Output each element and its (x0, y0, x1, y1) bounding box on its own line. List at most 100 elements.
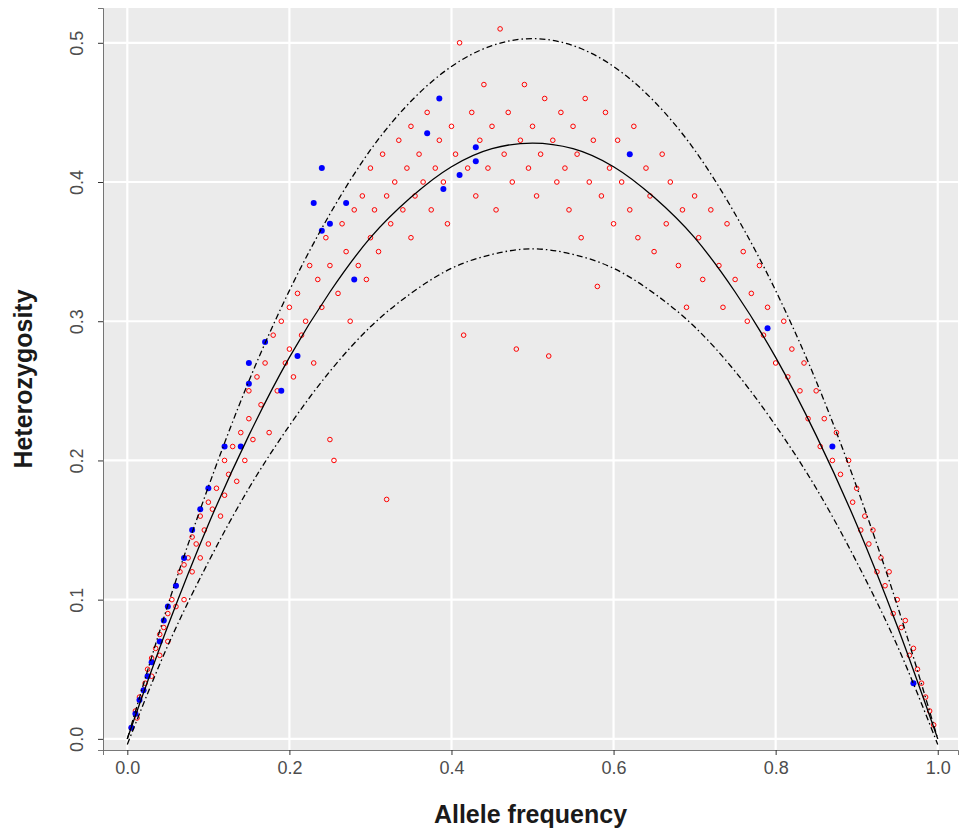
point (351, 276, 357, 282)
point (206, 542, 211, 547)
point (161, 625, 166, 630)
point (473, 144, 479, 150)
point (567, 208, 572, 213)
y-tick: 0.1 (67, 588, 103, 613)
point (619, 180, 624, 185)
point (380, 152, 385, 157)
point (482, 82, 487, 87)
point (267, 430, 272, 435)
point (222, 458, 227, 463)
plot: 0.00.20.40.60.81.00.00.10.20.30.40.5 (67, 8, 959, 778)
point (327, 221, 333, 227)
point (781, 319, 786, 324)
point (502, 152, 507, 157)
point (627, 151, 633, 157)
point (324, 235, 329, 240)
point (319, 165, 325, 171)
point (506, 110, 511, 115)
grid-line-y (103, 599, 958, 601)
point (206, 500, 211, 505)
point (910, 680, 916, 686)
x-tick-label: 0.6 (602, 758, 627, 778)
point (190, 570, 195, 575)
point (765, 325, 771, 331)
curve (127, 143, 937, 739)
point (153, 646, 158, 651)
point (409, 124, 414, 129)
point (603, 110, 608, 115)
x-tick: 1.0 (926, 750, 951, 778)
point (263, 361, 268, 366)
point (692, 194, 697, 199)
point (798, 389, 803, 394)
y-tick-mark (98, 182, 103, 183)
x-axis-line (104, 751, 959, 756)
point (741, 249, 746, 254)
point (664, 221, 669, 226)
point (607, 166, 612, 171)
point (234, 479, 239, 484)
point (611, 221, 616, 226)
point (287, 305, 292, 310)
y-axis-title: Heterozygosity (9, 289, 37, 468)
point (473, 158, 479, 164)
point (457, 41, 462, 46)
x-tick: 0.0 (115, 750, 140, 778)
y-tick-label: 0.4 (67, 170, 87, 195)
point (700, 277, 705, 282)
point (684, 305, 689, 310)
point (246, 381, 252, 387)
x-tick-mark (614, 750, 615, 755)
point (271, 333, 276, 338)
point (222, 444, 228, 450)
point (563, 166, 568, 171)
point (205, 485, 211, 491)
point (291, 375, 296, 380)
point (822, 416, 827, 421)
point (696, 235, 701, 240)
point (899, 625, 904, 630)
point (587, 180, 592, 185)
point (526, 166, 531, 171)
point (903, 618, 908, 623)
grid-line-x (126, 8, 128, 750)
point (436, 95, 442, 101)
grid-line-x (288, 8, 290, 750)
x-axis: 0.00.20.40.60.81.0 (104, 750, 959, 778)
x-tick: 0.4 (439, 750, 464, 778)
y-tick-mark (98, 43, 103, 44)
point (384, 194, 389, 199)
point (550, 138, 555, 143)
point (745, 319, 750, 324)
point (166, 611, 171, 616)
point (417, 152, 422, 157)
point (636, 235, 641, 240)
point (425, 110, 430, 115)
point (871, 528, 876, 533)
x-tick: 0.6 (602, 750, 627, 778)
point (498, 27, 503, 32)
point (465, 166, 470, 171)
y-tick: 0.0 (67, 727, 103, 752)
y-tick: 0.4 (67, 170, 103, 195)
grid-line-y (103, 738, 958, 740)
y-tick-label: 0.1 (67, 588, 87, 613)
point (571, 124, 576, 129)
point (838, 472, 843, 477)
point (230, 444, 235, 449)
point (343, 200, 349, 206)
point (522, 82, 527, 87)
point (295, 291, 300, 296)
point (287, 347, 292, 352)
point (368, 166, 373, 171)
point (278, 388, 284, 394)
point (542, 96, 547, 101)
point (555, 180, 560, 185)
point (218, 514, 223, 519)
point (814, 389, 819, 394)
x-tick-mark (451, 750, 452, 755)
point (348, 319, 353, 324)
point (473, 194, 478, 199)
y-tick-label: 0.3 (67, 309, 87, 334)
grid-line-x (775, 8, 777, 750)
